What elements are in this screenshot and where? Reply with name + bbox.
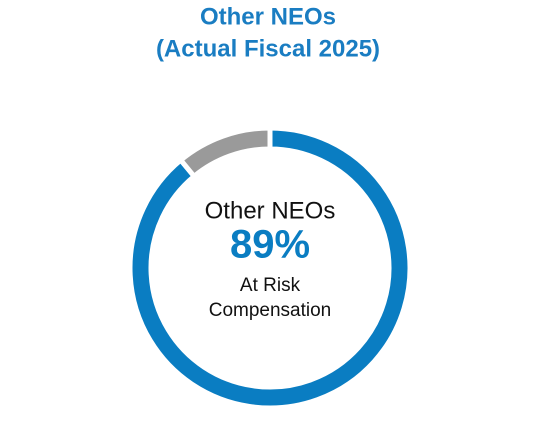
donut-segment [127, 125, 413, 411]
donut [127, 125, 413, 411]
chart-subtitle: (Actual Fiscal 2025) [156, 35, 380, 62]
donut-segment [177, 125, 273, 180]
center-bottom: Compensation [209, 300, 332, 321]
value-label: 89% [230, 223, 310, 267]
chart-title: Other NEOs [200, 3, 336, 30]
center-bottom: At Risk [240, 275, 301, 296]
center-top: Other NEOs [205, 197, 336, 224]
